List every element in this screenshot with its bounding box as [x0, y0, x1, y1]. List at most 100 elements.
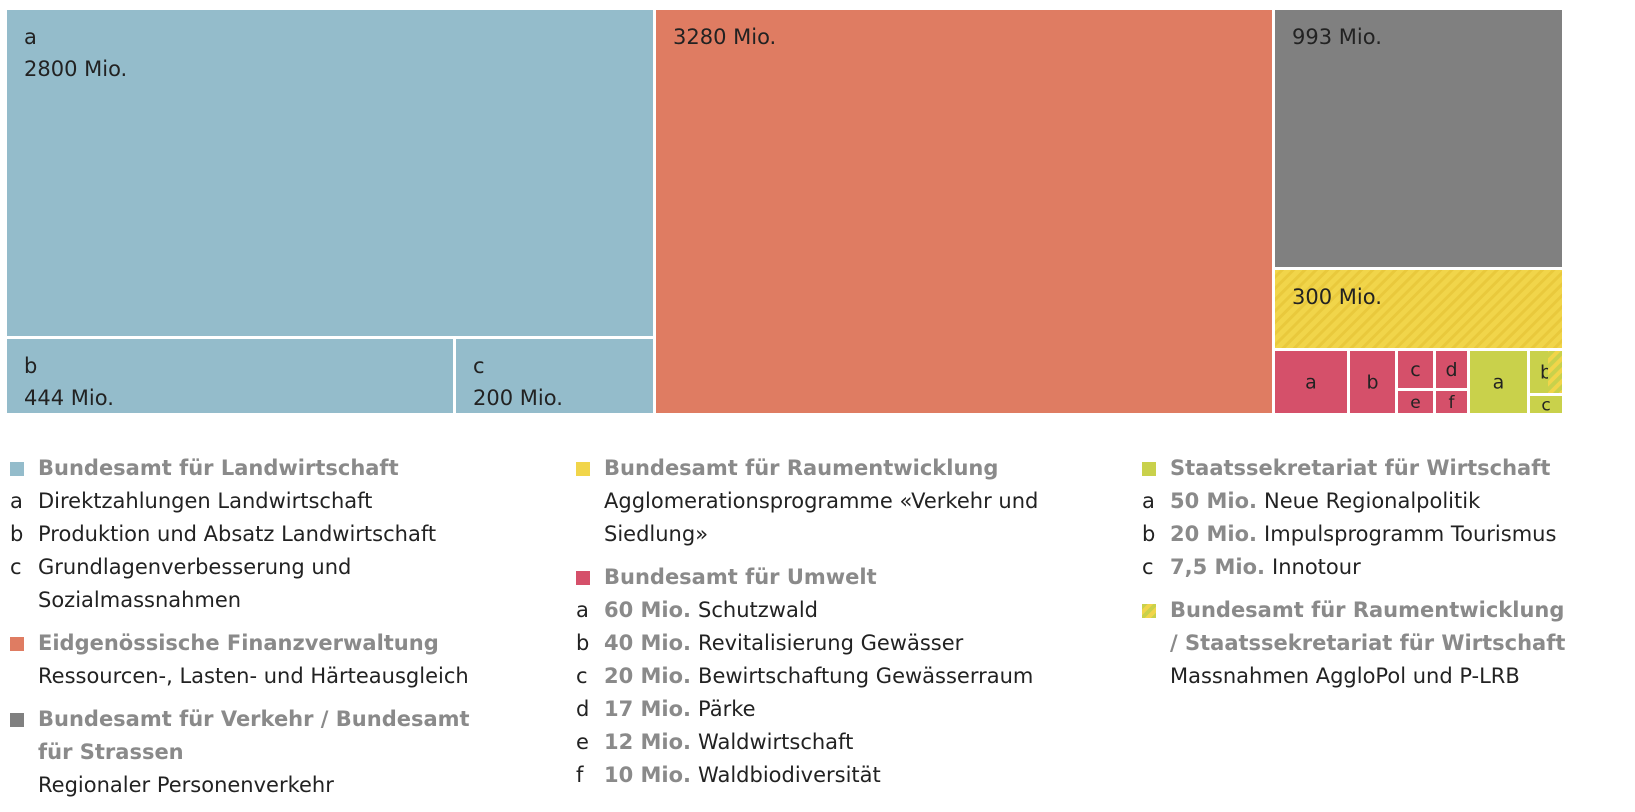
legend-letter: a	[576, 598, 589, 622]
cell-value-label: 3280 Mio.	[673, 25, 776, 49]
treemap-cell-umwelt-c	[1398, 351, 1433, 388]
cell-key-label: a	[24, 25, 37, 49]
legend-heading-raum-seco: Bundesamt für Raumentwicklung / Staatsse…	[1170, 598, 1566, 655]
treemap-cell-finanz	[656, 10, 1272, 413]
legend-letter: a	[1142, 489, 1155, 513]
treemap-cell-landwirtschaft-c	[456, 339, 653, 413]
legend-column-3: Staatssekretariat für Wirtschaft a 50 Mi…	[1142, 452, 1622, 703]
legend-amount: 60 Mio.	[604, 598, 692, 622]
legend-item-landwirtschaft-b: b Produktion und Absatz Landwirtschaft	[10, 518, 550, 551]
legend-swatch-seco	[1142, 462, 1156, 476]
legend-group-raum: Bundesamt für Raumentwicklung Agglomerat…	[576, 452, 1116, 551]
legend-amount: 7,5 Mio.	[1170, 555, 1266, 579]
treemap-cell-seco-a	[1470, 351, 1527, 413]
legend-group-verkehr: Bundesamt für Verkehr / Bundesamt für St…	[10, 703, 550, 802]
legend-group-landwirtschaft: Bundesamt für Landwirtschaft a Direktzah…	[10, 452, 550, 617]
treemap-cell-umwelt-b	[1350, 351, 1395, 413]
legend-item-landwirtschaft-a: a Direktzahlungen Landwirtschaft	[10, 485, 550, 518]
cell-value-label: 444 Mio.	[24, 386, 114, 410]
legend-swatch-raum	[576, 462, 590, 476]
legend-amount: 17 Mio.	[604, 697, 692, 721]
legend-desc: Neue Regionalpolitik	[1264, 489, 1481, 513]
legend-swatch-verkehr	[10, 713, 24, 727]
legend-letter: c	[10, 555, 22, 579]
cell-value-label: 300 Mio.	[1292, 285, 1382, 309]
cell-key-label: d	[1445, 359, 1457, 381]
legend-item-umwelt-d: d 17 Mio. Pärke	[576, 693, 1116, 726]
legend-letter: d	[576, 697, 590, 721]
legend-column-2: Bundesamt für Raumentwicklung Agglomerat…	[576, 452, 1116, 802]
legend-group-umwelt: Bundesamt für Umwelt a 60 Mio. Schutzwal…	[576, 561, 1116, 792]
legend-letter: b	[576, 631, 590, 655]
legend-desc: Grundlagenverbesserung und Sozialmassnah…	[38, 555, 352, 612]
cell-key-label: e	[1410, 393, 1420, 413]
treemap-cell-umwelt-d	[1436, 351, 1467, 388]
legend-desc: Innotour	[1272, 555, 1361, 579]
legend-heading-seco: Staatssekretariat für Wirtschaft	[1170, 456, 1551, 480]
treemap-cell-umwelt-f	[1436, 391, 1467, 413]
legend-item-umwelt-f: f 10 Mio. Waldbiodiversität	[576, 759, 1116, 792]
legend-item-seco-a: a 50 Mio. Neue Regionalpolitik	[1142, 485, 1622, 518]
cell-value-label: 993 Mio.	[1292, 25, 1382, 49]
legend-item-seco-c: c 7,5 Mio. Innotour	[1142, 551, 1622, 584]
legend-heading-landwirtschaft: Bundesamt für Landwirtschaft	[38, 456, 399, 480]
legend-amount: 20 Mio.	[1170, 522, 1258, 546]
legend-desc: Pärke	[698, 697, 756, 721]
legend-swatch-raum-seco	[1142, 604, 1156, 618]
legend-desc: Produktion und Absatz Landwirtschaft	[38, 522, 437, 546]
legend-column-1: Bundesamt für Landwirtschaft a Direktzah…	[10, 452, 550, 812]
legend-item-umwelt-a: a 60 Mio. Schutzwald	[576, 594, 1116, 627]
treemap-cell-raum	[1275, 270, 1562, 348]
legend-swatch-umwelt	[576, 571, 590, 585]
cell-key-label: c	[473, 354, 485, 378]
legend-item-umwelt-c: c 20 Mio. Bewirtschaftung Gewässerraum	[576, 660, 1116, 693]
treemap-chart: a 2800 Mio. b 444 Mio. c 200 Mio. 3280 Mio. 993…	[7, 10, 1562, 415]
treemap-cell-seco-c	[1530, 396, 1562, 413]
cell-key-label: b	[24, 354, 37, 378]
cell-key-label: c	[1410, 359, 1420, 381]
cell-value-label: 2800 Mio.	[24, 57, 127, 81]
legend-desc: Revitalisierung Gewässer	[698, 631, 964, 655]
legend-group-seco: Staatssekretariat für Wirtschaft a 50 Mi…	[1142, 452, 1622, 584]
treemap-cell-raum-seco	[1548, 351, 1562, 393]
legend-desc: Schutzwald	[698, 598, 819, 622]
legend-desc-raum: Agglomerationsprogramme «Verkehr und Sie…	[604, 489, 1039, 546]
legend-letter: c	[1142, 555, 1154, 579]
legend-amount: 40 Mio.	[604, 631, 692, 655]
legend-letter: a	[10, 489, 23, 513]
legend-letter: e	[576, 730, 589, 754]
legend-letter: f	[576, 763, 584, 787]
legend-letter: b	[10, 522, 24, 546]
cell-key-label: c	[1541, 395, 1550, 415]
treemap-cell-umwelt-a	[1275, 351, 1347, 413]
cell-key-label: f	[1449, 393, 1456, 413]
cell-key-label: a	[1305, 372, 1317, 394]
legend-desc: Direktzahlungen Landwirtschaft	[38, 489, 373, 513]
legend-group-finanz: Eidgenössische Finanzverwaltung Ressourc…	[10, 627, 550, 693]
treemap-cell-landwirtschaft-a	[7, 10, 653, 336]
legend-heading-umwelt: Bundesamt für Umwelt	[604, 565, 877, 589]
legend-amount: 20 Mio.	[604, 664, 692, 688]
legend-heading-raum: Bundesamt für Raumentwicklung	[604, 456, 999, 480]
legend-amount: 12 Mio.	[604, 730, 692, 754]
legend-desc: Waldwirtschaft	[698, 730, 854, 754]
legend-desc: Impulsprogramm Tourismus	[1264, 522, 1557, 546]
treemap-cell-landwirtschaft-b	[7, 339, 453, 413]
treemap-cell-verkehr	[1275, 10, 1562, 267]
legend-swatch-finanz	[10, 637, 24, 651]
legend-heading-verkehr: Bundesamt für Verkehr / Bundesamt für St…	[38, 707, 470, 764]
legend-desc-verkehr: Regionaler Personenverkehr	[38, 773, 334, 797]
legend-swatch-landwirtschaft	[10, 462, 24, 476]
legend-heading-finanz: Eidgenössische Finanzverwaltung	[38, 631, 439, 655]
legend-amount: 10 Mio.	[604, 763, 692, 787]
legend-group-raum-seco: Bundesamt für Raumentwicklung / Staatsse…	[1142, 594, 1622, 693]
legend-amount: 50 Mio.	[1170, 489, 1258, 513]
legend-item-seco-b: b 20 Mio. Impulsprogramm Tourismus	[1142, 518, 1622, 551]
legend-item-umwelt-b: b 40 Mio. Revitalisierung Gewässer	[576, 627, 1116, 660]
legend-desc-raum-seco: Massnahmen AggloPol und P-LRB	[1170, 664, 1520, 688]
cell-value-label: 200 Mio.	[473, 386, 563, 410]
legend-item-landwirtschaft-c: c Grundlagenverbesserung und Sozialmassn…	[10, 551, 550, 617]
legend-desc-finanz: Ressourcen-, Lasten- und Härteausgleich	[38, 664, 469, 688]
legend-desc: Waldbiodiversität	[698, 763, 881, 787]
legend-letter: c	[576, 664, 588, 688]
